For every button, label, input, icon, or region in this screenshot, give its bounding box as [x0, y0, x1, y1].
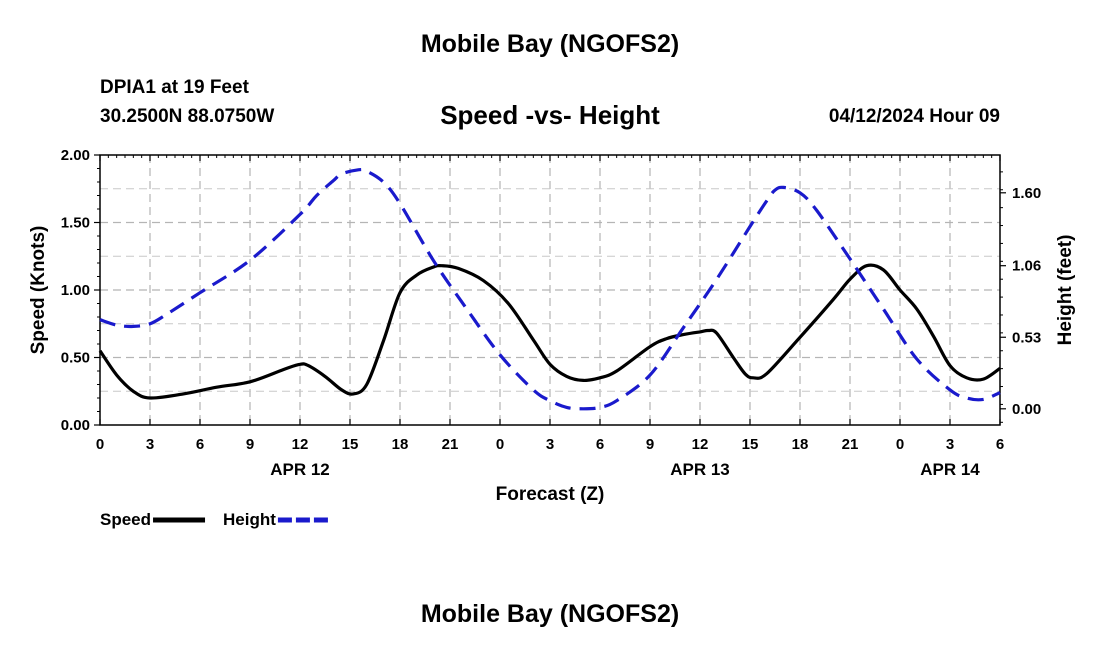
x-tick-label: 3 — [146, 436, 154, 453]
series-line-speed — [98, 263, 1001, 400]
y-right-tick-label: 1.60 — [1012, 185, 1041, 202]
chart-title: Speed -vs- Height — [440, 100, 660, 130]
page-title-bottom: Mobile Bay (NGOFS2) — [420, 600, 680, 628]
axis-labels: 0 3 6 9 12 15 18 21 0 3 6 9 12 15 18 21 0 3 6 0.00 0.50 1.00 1… — [28, 147, 1076, 505]
y-left-axis-title: Speed (Knots) — [28, 226, 49, 355]
y-left-tick-label: 1.50 — [61, 215, 90, 232]
x-tick-label: 9 — [646, 436, 654, 453]
page-title-top: Mobile Bay (NGOFS2) — [420, 30, 680, 58]
y-left-tick-label: 1.00 — [61, 282, 90, 299]
x-tick-label: 9 — [246, 436, 254, 453]
x-tick-label: 12 — [692, 436, 709, 453]
chart-grid — [100, 155, 1000, 425]
date-label: APR 12 — [270, 460, 330, 479]
x-tick-label: 18 — [792, 436, 809, 453]
y-left-tick-label: 2.00 — [61, 147, 90, 164]
y-right-axis-title: Height (feet) — [1055, 235, 1076, 346]
x-tick-label: 3 — [946, 436, 954, 453]
station-coordinates: 30.2500N 88.0750W — [100, 106, 275, 127]
x-tick-label: 21 — [442, 436, 459, 453]
x-tick-label: 0 — [496, 436, 504, 453]
chart-legend: Speed Height — [100, 510, 330, 529]
series-line-height — [99, 167, 1001, 411]
chart-series — [98, 167, 1001, 411]
y-right-tick-label: 0.53 — [1012, 329, 1041, 346]
x-tick-label: 0 — [96, 436, 104, 453]
y-right-tick-label: 0.00 — [1012, 401, 1041, 418]
x-tick-label: 15 — [342, 436, 359, 453]
x-tick-label: 6 — [196, 436, 204, 453]
x-tick-label: 6 — [596, 436, 604, 453]
station-label: DPIA1 at 19 Feet — [100, 77, 249, 98]
x-tick-label: 12 — [292, 436, 309, 453]
x-tick-label: 21 — [842, 436, 859, 453]
x-axis-title: Forecast (Z) — [496, 484, 605, 505]
forecast-datetime: 04/12/2024 Hour 09 — [828, 106, 1000, 127]
x-tick-label: 3 — [546, 436, 554, 453]
x-tick-label: 6 — [996, 436, 1004, 453]
x-tick-label: 0 — [896, 436, 904, 453]
date-label: APR 13 — [670, 460, 730, 479]
y-right-tick-label: 1.06 — [1012, 258, 1041, 275]
legend-label-speed: Speed — [100, 510, 151, 529]
y-left-tick-label: 0.50 — [61, 350, 90, 367]
legend-label-height: Height — [223, 510, 276, 529]
x-tick-label: 15 — [742, 436, 759, 453]
y-left-tick-label: 0.00 — [61, 417, 90, 434]
x-tick-label: 18 — [392, 436, 409, 453]
axis-ticks — [94, 154, 1006, 426]
date-label: APR 14 — [920, 460, 980, 479]
